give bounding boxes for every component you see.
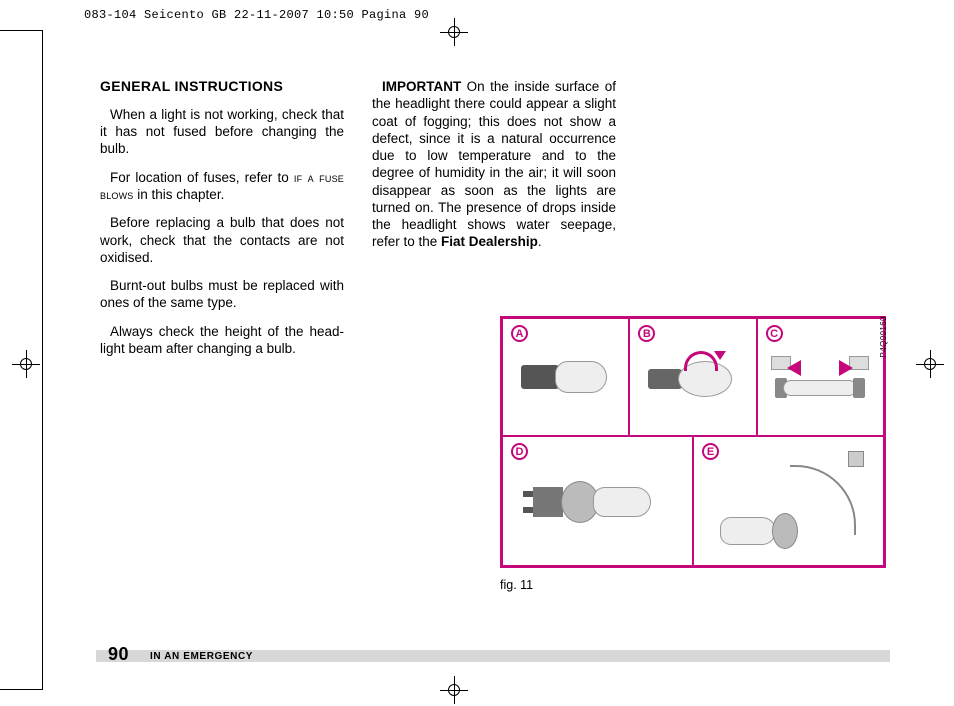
figure-cell-d: D xyxy=(502,436,693,566)
figure-cell-e: E xyxy=(693,436,884,566)
text: For location of fuses, refer to xyxy=(110,170,294,185)
registration-mark-icon xyxy=(440,18,468,46)
bulb-festoon-icon xyxy=(765,356,875,398)
footer-section-label: IN AN EMERGENCY xyxy=(150,651,253,662)
figure-box: A B C D xyxy=(500,316,886,568)
bulb-bayonet-icon xyxy=(648,353,738,401)
figure-11: P4Q00160 A B C xyxy=(500,316,886,592)
cell-label: D xyxy=(511,443,528,460)
text: . xyxy=(538,234,542,249)
figure-cell-c: C xyxy=(757,318,884,436)
registration-mark-icon xyxy=(916,350,944,378)
cell-label: C xyxy=(766,325,783,342)
figure-caption: fig. 11 xyxy=(500,578,886,592)
paragraph: IMPORTANT On the inside sur­face of the … xyxy=(372,78,616,251)
crop-mark xyxy=(0,689,42,690)
paragraph: Burnt-out bulbs must be replaced with on… xyxy=(100,277,344,312)
paragraph: Before replacing a bulb that does not wo… xyxy=(100,214,344,266)
page-number: 90 xyxy=(108,644,129,665)
registration-mark-icon xyxy=(440,676,468,704)
page: 083-104 Seicento GB 22-11-2007 10:50 Pag… xyxy=(0,0,954,706)
lead-bold: IMPORTANT xyxy=(382,79,461,94)
section-heading: GENERAL INSTRUCTIONS xyxy=(100,78,344,96)
bulb-h4-icon xyxy=(533,473,663,529)
paragraph: When a light is not working, check that … xyxy=(100,106,344,158)
text: On the inside sur­face of the headlight … xyxy=(372,79,616,249)
prepress-slug: 083-104 Seicento GB 22-11-2007 10:50 Pag… xyxy=(84,8,429,22)
crop-mark xyxy=(42,30,43,690)
paragraph: Always check the height of the head­ligh… xyxy=(100,323,344,358)
bulb-wedge-icon xyxy=(521,357,611,397)
dealer-ref: Fiat Dealership xyxy=(441,234,538,249)
bulb-h3-icon xyxy=(714,451,864,551)
text: in this chapter. xyxy=(134,187,225,202)
figure-cell-a: A xyxy=(502,318,629,436)
figure-cell-b: B xyxy=(629,318,756,436)
column-left: GENERAL INSTRUCTIONS When a light is not… xyxy=(100,78,344,368)
paragraph: For location of fuses, refer to if a fus… xyxy=(100,169,344,204)
registration-mark-icon xyxy=(12,350,40,378)
cell-label: A xyxy=(511,325,528,342)
crop-mark xyxy=(0,30,42,31)
cell-label: B xyxy=(638,325,655,342)
